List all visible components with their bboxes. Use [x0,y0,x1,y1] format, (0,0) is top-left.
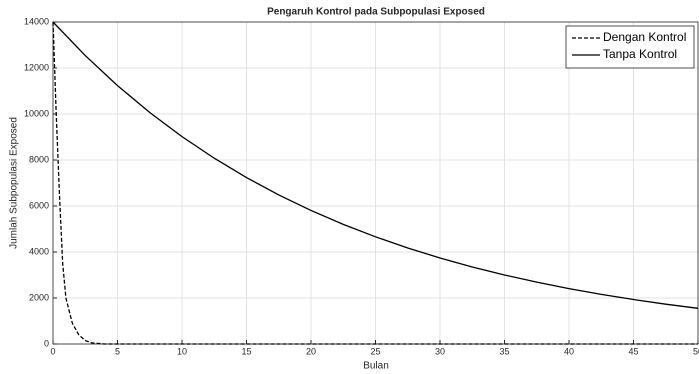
x-tick-label: 30 [435,346,445,356]
x-tick-label: 5 [115,346,120,356]
line-series [52,21,698,345]
y-tick-label: 8000 [29,154,49,164]
x-tick-label: 40 [564,346,574,356]
x-tick-label: 20 [306,346,316,356]
x-tick-label: 10 [177,346,187,356]
x-axis-label: Bulan [363,361,389,372]
y-tick-label: 14000 [24,16,49,26]
y-tick-label: 6000 [29,200,49,210]
line-series [52,21,699,309]
x-tick-label: 45 [628,346,638,356]
legend-label: Tanpa Kontrol [603,47,677,61]
x-tick-label: 35 [499,346,509,356]
legend-label: Dengan Kontrol [603,30,686,44]
y-tick-label: 2000 [29,292,49,302]
x-tick-label: 15 [241,346,251,356]
x-tick-label: 25 [370,346,380,356]
y-tick-label: 12000 [24,62,49,72]
legend-box [565,25,695,69]
x-tick-label: 50 [693,346,699,356]
y-axis-label: Jumlah Subpopulasi Exposed [9,117,20,249]
y-tick-label: 10000 [24,108,49,118]
x-tick-label: 0 [50,346,55,356]
chart-title: Pengaruh Kontrol pada Subpopulasi Expose… [267,7,485,18]
y-tick-label: 4000 [29,246,49,256]
y-tick-label: 0 [44,338,49,348]
